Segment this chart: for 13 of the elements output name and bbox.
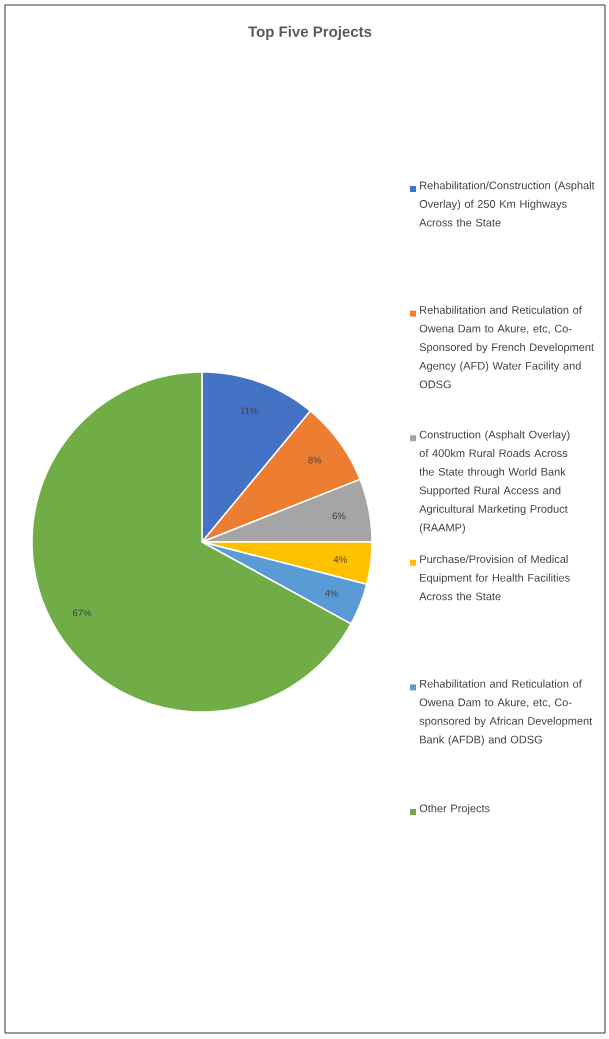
legend-label: Rehabilitation and Reticulation of Owena Dam to Akure, etc, Co-sponsored by African Development Bank (AFDB) and ODSG [419, 679, 593, 746]
data-label: 67% [72, 609, 92, 617]
data-label: 11% [240, 407, 259, 415]
data-label: 6% [332, 512, 346, 520]
data-label: 4% [333, 556, 347, 563]
legend-label: Rehabilitation and Reticulation of Owena Dam to Akure, etc, Co-Sponsored by French Development Agency (AFD) Water Facility and ODSG [419, 305, 594, 389]
legend-label: Rehabilitation/Construction (Asphalt Overlay) of 250 Km Highways Across the State [419, 181, 595, 227]
data-label: 4% [324, 589, 339, 597]
chart-title: Top Five Projects [248, 26, 372, 40]
data-label: 8% [308, 456, 322, 464]
legend-label: Other Projects [419, 804, 490, 815]
legend-label: Construction (Asphalt Overlay) of 400km Rural Roads Across the State through World Bank Supported Rural Access and Agricultural Marketing Product (RAAMP) [419, 430, 570, 534]
legend-label: Purchase/Provision of Medical Equipment for Health Facilities Across the State [419, 555, 570, 601]
